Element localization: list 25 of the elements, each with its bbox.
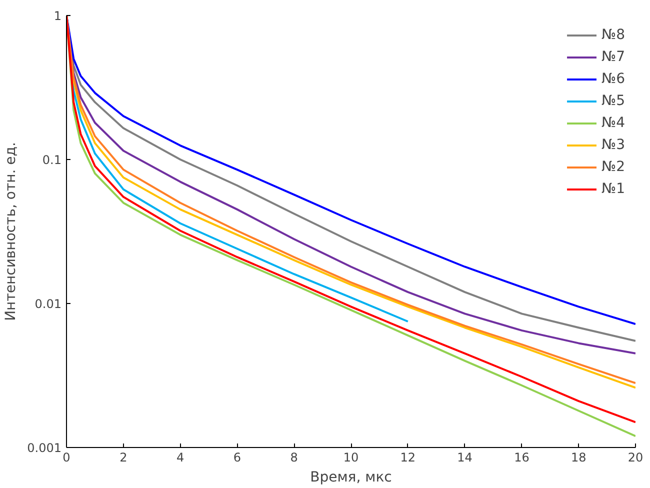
x-tick-label: 10 (343, 450, 359, 464)
x-tick-label: 14 (457, 450, 472, 464)
x-tick-label: 12 (400, 450, 416, 464)
y-axis-title: Интенсивность, отн. ед. (3, 142, 20, 321)
y-tick-label: 0.001 (27, 441, 62, 455)
x-tick-label: 16 (514, 450, 530, 464)
y-tick-label: 0.01 (34, 297, 62, 311)
x-tick-label: 2 (120, 450, 128, 464)
legend-label: №6 (602, 71, 625, 87)
legend-label: №2 (602, 159, 625, 175)
x-axis-title: Время, мкс (310, 470, 392, 486)
y-tick-label: 1 (54, 9, 62, 23)
x-tick-label: 6 (233, 450, 242, 464)
legend-label: №1 (602, 181, 625, 197)
x-tick-label: 18 (570, 450, 586, 464)
legend-label: №4 (602, 115, 625, 131)
legend-label: №3 (602, 137, 625, 153)
x-tick-label: 20 (628, 450, 644, 464)
x-tick-label: 8 (290, 450, 298, 464)
legend-label: №8 (602, 27, 625, 43)
x-tick-label: 0 (62, 450, 70, 464)
x-tick-label: 4 (176, 450, 184, 464)
legend-label: №7 (602, 49, 625, 65)
y-tick-label: 0.1 (42, 153, 62, 167)
legend-label: №5 (602, 93, 625, 109)
